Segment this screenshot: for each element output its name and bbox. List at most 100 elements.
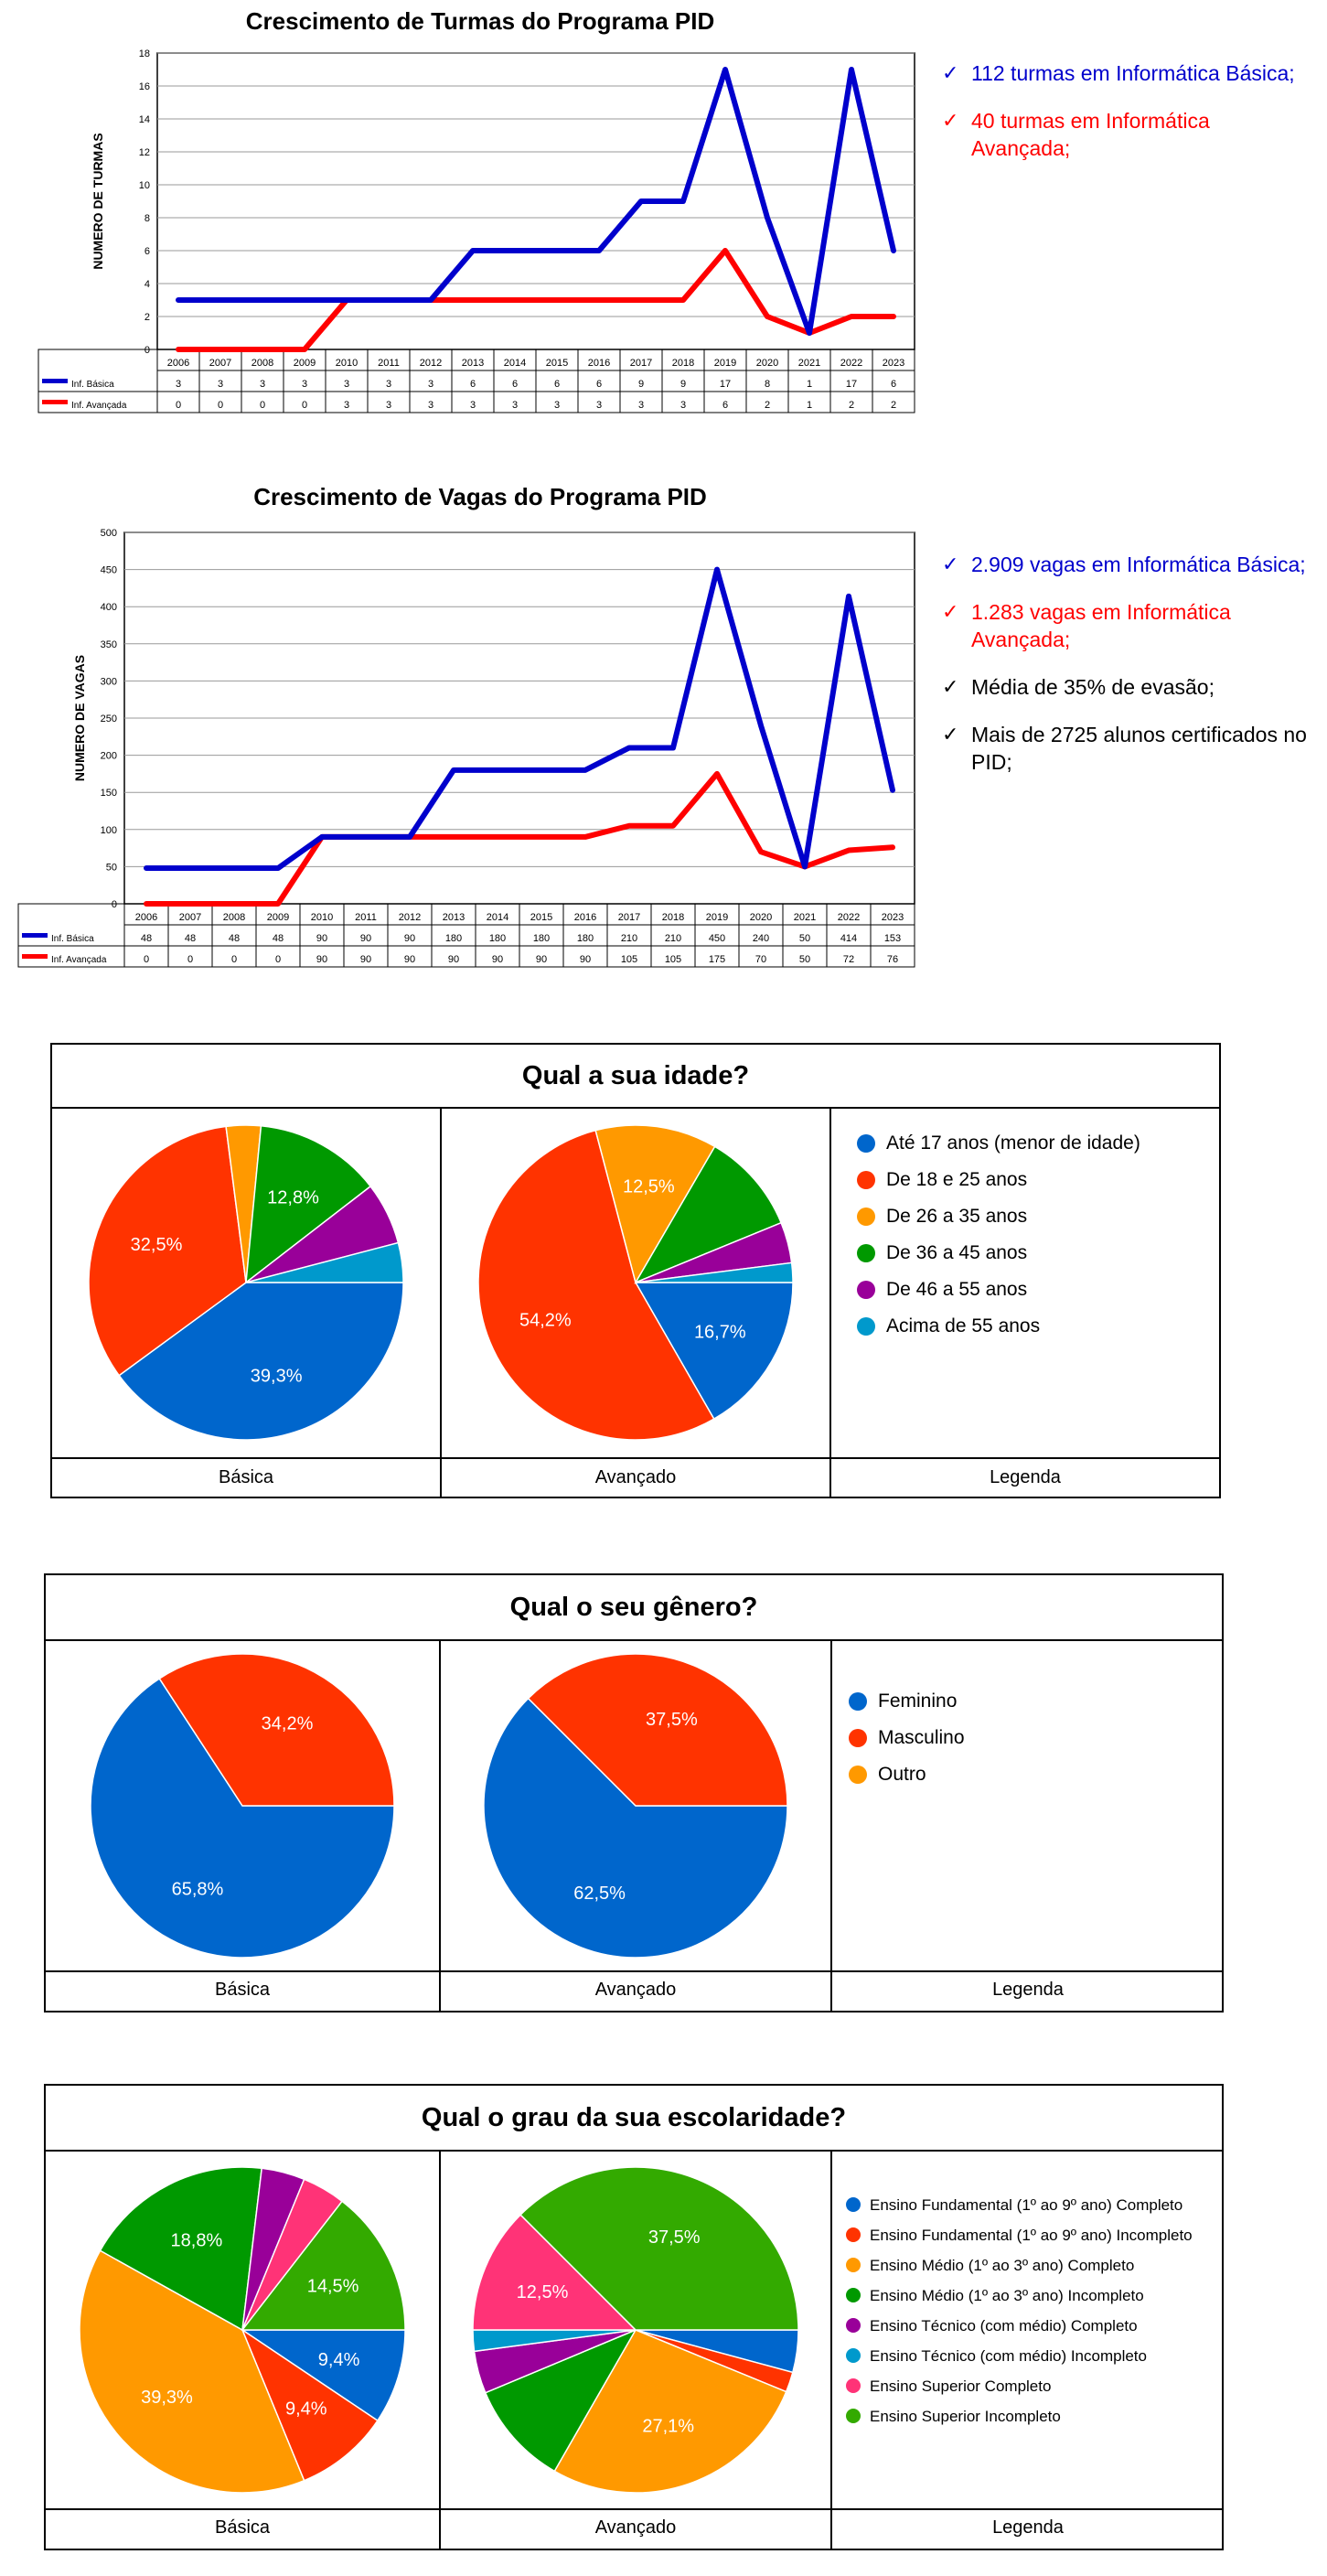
legend-swatch <box>849 1729 867 1747</box>
data-label: 0 <box>187 954 193 965</box>
pie-avancado-escolaridade: 27,1% 12,5% 37,5% <box>472 2166 799 2494</box>
data-label: 2 <box>765 400 770 411</box>
legend-label: Masculino <box>878 1727 965 1748</box>
data-label: 9 <box>638 379 644 390</box>
data-label: 50 <box>799 954 810 965</box>
legend-swatch <box>846 2409 861 2423</box>
pie-data-label: 62,5% <box>573 1884 626 1904</box>
y-tick-label: 0 <box>112 899 117 910</box>
pie-data-label: 39,3% <box>141 2388 193 2408</box>
legend-item: Ensino Fundamental (1º ao 9º ano) Incomp… <box>846 2224 1221 2247</box>
legend-item: Ensino Médio (1º ao 3º ano) Incompleto <box>846 2284 1221 2307</box>
x-tick-label: 2017 <box>630 358 652 369</box>
pie-slice <box>241 2328 379 2482</box>
pie-avancado-genero: 62,5% 37,5% <box>483 1653 788 1959</box>
pie-slice <box>484 2328 637 2473</box>
bullet-item: ✓ Média de 35% de evasão; <box>942 673 1317 701</box>
check-icon: ✓ <box>942 61 959 84</box>
series-line <box>176 248 896 352</box>
label-legenda: Legenda <box>990 1467 1061 1487</box>
y-tick-label: 4 <box>144 279 150 290</box>
data-label: 3 <box>344 379 349 390</box>
pie-panel-idade: Qual a sua idade? 39,3% 32,5% 12,8% 16,7% 5… <box>50 1043 1221 1498</box>
data-label: 3 <box>680 400 686 411</box>
legend-label: Outro <box>878 1764 926 1785</box>
data-label: 3 <box>596 400 602 411</box>
data-label: 6 <box>554 379 560 390</box>
data-label: 48 <box>141 933 152 944</box>
data-label: 0 <box>231 954 237 965</box>
data-label: 90 <box>360 933 371 944</box>
check-icon: ✓ <box>942 109 959 132</box>
data-label: 175 <box>709 954 725 965</box>
data-label: 210 <box>621 933 637 944</box>
pie-slice <box>245 1241 404 1283</box>
legend-label: Ensino Superior Completo <box>870 2377 1052 2395</box>
series-line <box>144 566 895 872</box>
pie-data-label: 18,8% <box>171 2231 223 2251</box>
data-label: 180 <box>445 933 462 944</box>
legend-item: Ensino Médio (1º ao 3º ano) Completo <box>846 2254 1221 2277</box>
data-label: 0 <box>275 954 281 965</box>
data-label: 153 <box>884 933 901 944</box>
y-tick-label: 14 <box>139 114 150 125</box>
x-tick-label: 2008 <box>223 912 245 923</box>
pie-slice <box>245 1124 372 1284</box>
pie-data-label: 54,2% <box>519 1310 572 1330</box>
legend-swatch <box>846 2258 861 2272</box>
data-label: 414 <box>840 933 857 944</box>
y-tick-label: 400 <box>101 602 117 613</box>
legend-label: Inf. Básica <box>51 934 94 944</box>
legend-swatch <box>846 2288 861 2302</box>
pie-slice <box>90 1677 395 1959</box>
pie-slice <box>79 2249 305 2494</box>
data-label: 0 <box>302 400 307 411</box>
pie-data-label: 12,8% <box>267 1188 319 1208</box>
pie-data-label: 27,1% <box>642 2416 694 2436</box>
bullet-item: ✓ 112 turmas em Informática Básica; <box>942 59 1308 87</box>
x-tick-label: 2023 <box>882 912 904 923</box>
legend-swatch <box>857 1208 875 1226</box>
data-label: 8 <box>765 379 770 390</box>
data-label: 90 <box>536 954 547 965</box>
legend-item: Feminino <box>849 1689 1196 1714</box>
y-axis-label: NUMERO DE TURMAS <box>91 133 105 269</box>
data-label: 3 <box>512 400 518 411</box>
data-label: 90 <box>316 954 327 965</box>
legend-swatch <box>846 2227 861 2242</box>
pie-data-label: 16,7% <box>694 1322 746 1342</box>
legend-label: Ensino Médio (1º ao 3º ano) Incompleto <box>870 2287 1144 2304</box>
y-tick-label: 100 <box>101 825 117 836</box>
pie-slice <box>527 1653 788 1807</box>
data-label: 76 <box>887 954 898 965</box>
data-label: 0 <box>144 954 149 965</box>
data-label: 3 <box>470 400 476 411</box>
legend-idade: Até 17 anos (menor de idade) De 18 e 25 a… <box>857 1131 1204 1350</box>
data-label: 6 <box>722 400 728 411</box>
check-icon: ✓ <box>942 553 959 575</box>
legend-label: De 46 a 55 anos <box>886 1279 1028 1300</box>
y-tick-label: 150 <box>101 788 117 799</box>
x-tick-label: 2012 <box>399 912 421 923</box>
label-avancado: Avançado <box>594 1467 677 1487</box>
data-label: 450 <box>709 933 725 944</box>
pie-basica-escolaridade: 9,4% 9,4% 39,3% 18,8% 14,5% <box>79 2166 406 2494</box>
pie-panel-title: Qual o grau da sua escolaridade? <box>46 2086 1222 2152</box>
y-tick-label: 500 <box>101 528 117 539</box>
pie-slice <box>118 1282 404 1441</box>
x-tick-label: 2013 <box>443 912 465 923</box>
data-label: 2 <box>891 400 896 411</box>
data-label: 240 <box>753 933 769 944</box>
legend-swatch <box>857 1244 875 1262</box>
pie-slice <box>472 2214 637 2331</box>
y-tick-label: 2 <box>144 312 150 323</box>
x-tick-label: 2012 <box>420 358 442 369</box>
data-label: 105 <box>621 954 637 965</box>
legend-swatch <box>846 2378 861 2393</box>
data-label: 6 <box>470 379 476 390</box>
data-label: 1 <box>807 400 812 411</box>
bullet-item: ✓ 1.283 vagas em Informática Avançada; <box>942 598 1317 653</box>
legend-item: De 46 a 55 anos <box>857 1277 1204 1303</box>
label-legenda: Legenda <box>992 1980 1064 2000</box>
legend-genero: Feminino Masculino Outro <box>849 1689 1196 1798</box>
